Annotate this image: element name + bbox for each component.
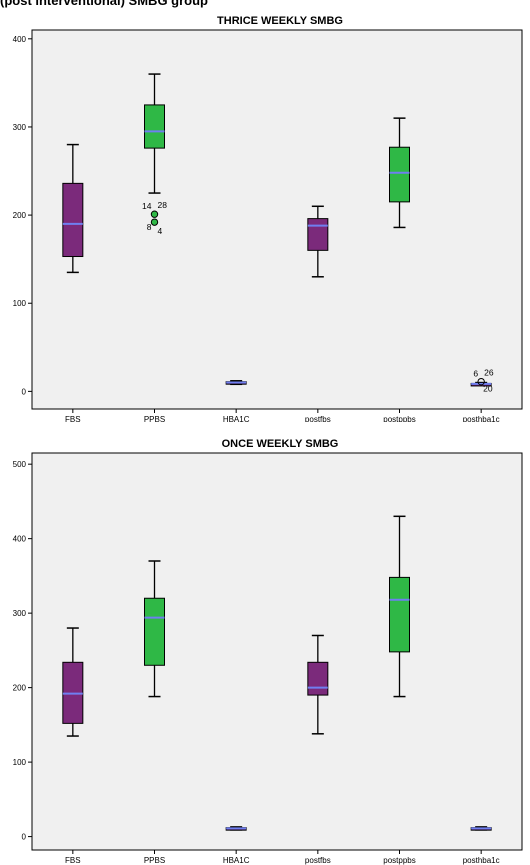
plot-background xyxy=(31,29,523,410)
outlier-label: 6 xyxy=(473,369,478,379)
x-tick-label: posthba1c xyxy=(463,415,500,422)
y-tick-label: 0 xyxy=(22,387,27,396)
box xyxy=(144,104,165,149)
outlier-point xyxy=(150,210,159,218)
plot-area: 0 100 200 300 400 500 FBS PPBS HBA1C postfbs postp… xyxy=(13,452,523,865)
y-tick-label: 400 xyxy=(13,535,27,544)
box xyxy=(389,146,410,203)
outlier-label: 20 xyxy=(483,384,493,394)
outlier-point xyxy=(477,377,485,386)
figure-caption: (post interventional) SMBG group xyxy=(0,0,208,8)
x-tick-label: postppbs xyxy=(383,856,415,865)
plot-area: 0 100 200 300 400 FBS PPBS HBA1C postfbs postppbs… xyxy=(13,29,523,422)
y-tick-label: 300 xyxy=(13,123,27,132)
y-tick-label: 500 xyxy=(13,460,27,469)
x-tick-label: postfbs xyxy=(305,856,331,865)
box xyxy=(307,661,329,696)
y-tick-label: 300 xyxy=(13,609,27,618)
outlier-label: 14 xyxy=(142,201,152,211)
box xyxy=(62,182,84,258)
boxplot-thrice-weekly: THRICE WEEKLY SMBG 0 100 200 300 400 FBS PPBS H… xyxy=(13,15,523,422)
box xyxy=(307,218,329,251)
x-tick-label: HBA1C xyxy=(223,856,250,865)
y-tick-label: 200 xyxy=(13,211,27,220)
outlier-point xyxy=(150,218,159,226)
chart-title: ONCE WEEKLY SMBG xyxy=(222,438,339,450)
y-tick-label: 0 xyxy=(22,833,27,842)
outlier-label: 26 xyxy=(484,368,494,378)
x-tick-label: FBS xyxy=(65,415,81,422)
y-tick-label: 100 xyxy=(13,758,27,767)
x-tick-label: postppbs xyxy=(383,415,415,422)
box xyxy=(144,597,165,666)
x-tick-label: postfbs xyxy=(305,415,331,422)
plot-background xyxy=(31,452,523,851)
boxplot-once-weekly: ONCE WEEKLY SMBG 0 100 200 300 400 500 FBS PPBS… xyxy=(13,438,523,865)
x-tick-label: FBS xyxy=(65,856,81,865)
box xyxy=(389,576,410,653)
x-tick-label: posthba1c xyxy=(463,856,500,865)
x-tick-label: PPBS xyxy=(144,856,165,865)
outlier-label: 4 xyxy=(158,226,163,236)
outlier-label: 28 xyxy=(158,200,168,210)
y-tick-label: 100 xyxy=(13,299,27,308)
chart-title: THRICE WEEKLY SMBG xyxy=(217,15,343,27)
x-tick-label: HBA1C xyxy=(223,415,250,422)
y-tick-label: 200 xyxy=(13,684,27,693)
y-tick-label: 400 xyxy=(13,35,27,44)
outlier-label: 8 xyxy=(147,222,152,232)
x-tick-label: PPBS xyxy=(144,415,165,422)
